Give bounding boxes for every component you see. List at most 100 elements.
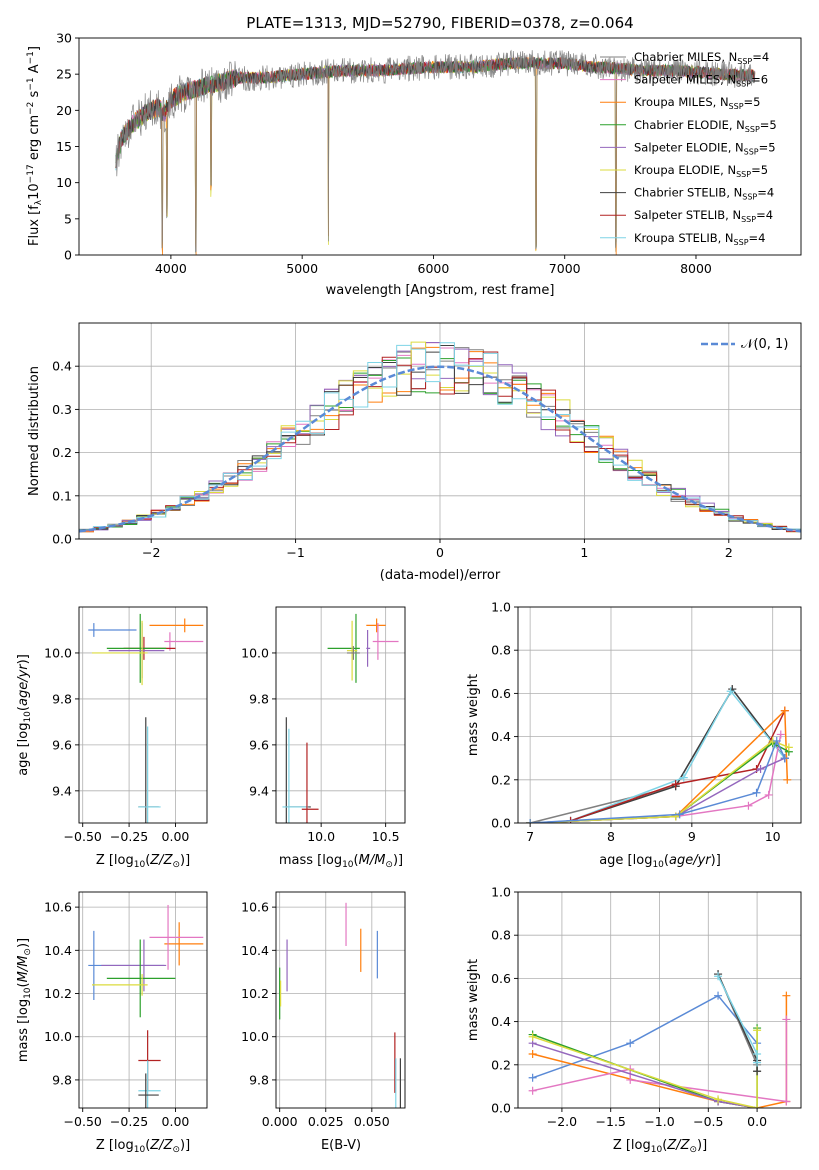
age-vs-mass-panel: 10.0 10.5 9.4 9.6 9.8 10.0 mass [log10(M/M⊙)] (241, 606, 406, 870)
legend-label-sub: SSP (744, 147, 759, 156)
legend-label: Chabrier ELODIE, NSSP=5 (634, 118, 777, 134)
x-tick-label: 7000 (549, 261, 581, 276)
spectrum-ylabel: Flux [fλ10−17 erg cm−2 s−1 A−1] (26, 46, 44, 246)
age-vs-metallicity-panel: −0.50 −0.25 0.00 9.4 9.6 9.8 10.0 Z [log10(Z/Z… (16, 606, 208, 870)
legend-label-text: Kroupa STELIB, N (634, 231, 734, 245)
legend-label-text: Chabrier STELIB, N (634, 186, 742, 200)
y-tick-label: 0.6 (491, 686, 511, 701)
spectrum-axes: 4000 5000 6000 7000 8000 0 5 10 15 20 25 30 (56, 31, 802, 276)
error-bar-point (138, 1073, 159, 1108)
x-tick-label: 2 (725, 545, 733, 560)
y-tick-label: 0.8 (491, 928, 511, 943)
age-vs-metallicity-axes: −0.50 −0.25 0.00 9.4 9.6 9.8 10.0 (44, 606, 208, 844)
x-tick-label: −0.25 (110, 1114, 148, 1129)
gaussian-reference-curve (78, 365, 802, 533)
legend-label: Chabrier STELIB, NSSP=4 (634, 186, 774, 202)
legend-label: Kroupa MILES, NSSP=5 (634, 95, 760, 111)
y-tick-label: 0.2 (52, 445, 72, 460)
y-tick-label: 10.2 (44, 986, 72, 1001)
plus-marker (528, 1086, 537, 1095)
y-tick-label: 9.4 (249, 783, 269, 798)
y-tick-label: 9.6 (52, 737, 72, 752)
y-tick-label: 0.0 (52, 532, 72, 547)
plus-marker (528, 1050, 537, 1058)
x-tick-label: 8000 (680, 261, 712, 276)
mass-weight-line (530, 740, 790, 823)
y-tick-label: 9.8 (52, 1072, 72, 1087)
x-tick-label: 0.00 (162, 829, 190, 844)
y-tick-label: 0.4 (491, 729, 511, 744)
age-vs-metallicity-marks (79, 607, 207, 823)
legend-label-value: =6 (751, 73, 768, 87)
plus-marker (764, 790, 773, 799)
x-tick-label: 5000 (286, 261, 318, 276)
x-tick-label: −2 (142, 545, 160, 560)
error-bar-point (149, 618, 204, 633)
plus-marker (753, 1058, 762, 1067)
mass-weight-vs-age-marks (518, 606, 801, 824)
plus-marker (626, 1039, 635, 1048)
y-tick-label: 0 (64, 248, 72, 263)
legend-label-sub: SSP (734, 238, 749, 247)
error-bar-point (346, 646, 360, 660)
plus-marker (744, 801, 753, 810)
x-tick-label: 0.000 (262, 1114, 298, 1129)
age-vs-mass-xlabel: mass [log10(M/M⊙)] (279, 853, 403, 870)
x-tick-label: −1.0 (644, 1114, 674, 1129)
plot-frame (517, 606, 802, 824)
x-tick-label: 6000 (418, 261, 450, 276)
y-tick-label: 0.4 (52, 359, 72, 374)
legend-label-value: =5 (760, 118, 777, 132)
y-tick-label: 15 (56, 139, 72, 154)
legend-label-sub: SSP (736, 80, 751, 89)
mass-weight-vs-age-panel: 7 8 9 10 0.0 0.2 0.4 0.6 0.8 1.0 age [log10(age/y… (466, 600, 802, 870)
y-tick-label: 0.0 (491, 1101, 511, 1116)
x-tick-label: −0.5 (693, 1114, 723, 1129)
age-vs-mass-marks (276, 607, 405, 823)
plus-marker (714, 1095, 723, 1104)
y-tick-label: 10.0 (241, 1029, 269, 1044)
error-bar-point (327, 613, 360, 683)
y-tick-label: 25 (56, 67, 72, 82)
y-tick-label: 1.0 (491, 885, 511, 900)
plus-marker (526, 819, 535, 823)
plus-marker (772, 736, 781, 745)
plus-marker (753, 1026, 762, 1035)
legend-label-value: =4 (752, 50, 769, 64)
error-bar-point (372, 623, 399, 660)
error-bar-point (282, 728, 309, 823)
error-bar-point (138, 726, 161, 823)
legend-label-text: Chabrier MILES, N (634, 50, 737, 64)
x-tick-label: 10.0 (307, 829, 335, 844)
legend-label: Salpeter ELODIE, NSSP=5 (634, 140, 776, 156)
plus-marker (726, 687, 735, 696)
y-tick-label: 9.8 (249, 1072, 269, 1087)
age-vs-metallicity-xlabel: Z [log10(Z/Z⊙)] (96, 853, 190, 870)
residuals-marks (78, 323, 802, 540)
error-bar-point (346, 620, 358, 681)
plus-marker (714, 991, 723, 1000)
x-tick-label: 1 (580, 545, 588, 560)
x-tick-label: 4000 (155, 261, 187, 276)
y-tick-label: 10.4 (44, 943, 72, 958)
plus-marker (753, 1050, 762, 1058)
plus-marker (679, 773, 688, 782)
mass-vs-metallicity-marks (79, 892, 207, 1108)
x-tick-label: −2.0 (547, 1114, 577, 1129)
plus-marker (528, 1073, 537, 1082)
y-tick-label: 0.8 (491, 643, 511, 658)
y-tick-label: 9.4 (52, 783, 72, 798)
error-bar-point (164, 632, 204, 651)
residuals-panel: −2 −1 0 1 2 0.0 0.1 0.2 0.3 0.4 𝒩(0, 1) (data-mod… (27, 322, 802, 583)
legend-label-text: Kroupa ELODIE, N (634, 163, 736, 177)
plot-frame (78, 891, 208, 1109)
x-tick-label: 0.025 (308, 1114, 344, 1129)
legend-label: Salpeter STELIB, NSSP=4 (634, 208, 773, 224)
plus-marker (675, 810, 684, 819)
y-tick-label: 0.2 (491, 1057, 511, 1072)
legend-label-value: =4 (756, 208, 773, 222)
mass-weight-vs-age-xlabel: age [log10(age/yr)] (599, 853, 721, 870)
age-vs-mass-axes: 10.0 10.5 9.4 9.6 9.8 10.0 (241, 606, 406, 844)
legend-label-value: =5 (759, 140, 776, 154)
